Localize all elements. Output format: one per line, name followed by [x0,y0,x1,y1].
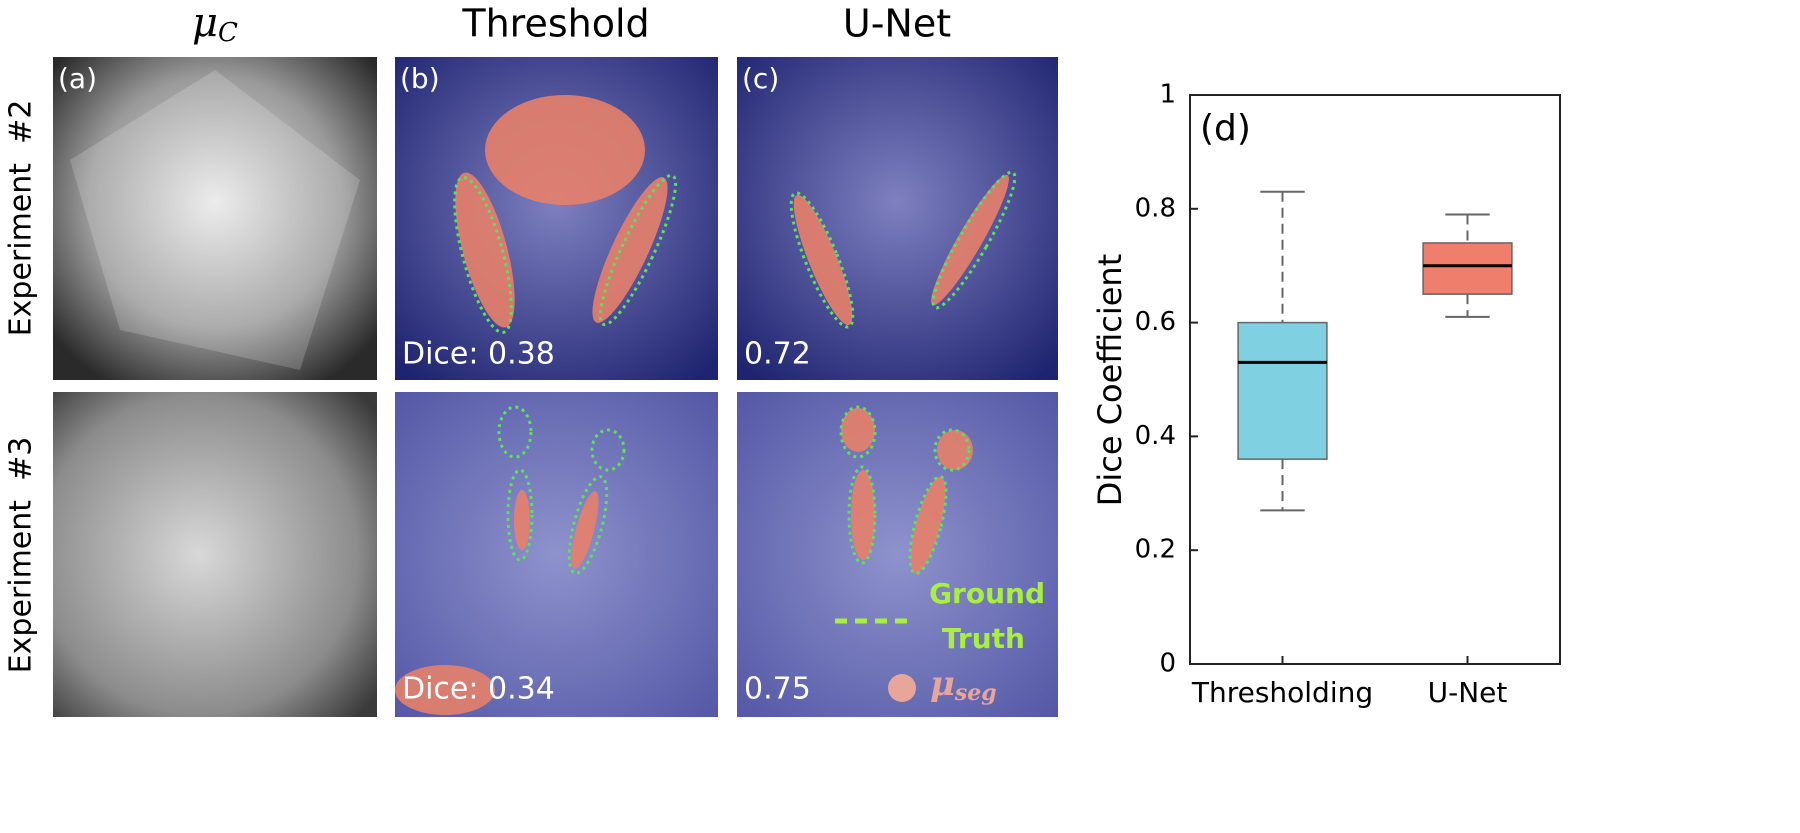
subscript: C [218,18,238,48]
panel-letter: (b) [400,62,440,95]
subscript: seg [954,680,997,706]
y-tick-label: 1 [1159,80,1176,110]
y-tick-label: 0 [1159,649,1176,679]
row-label: Experiment #3 [4,437,39,674]
x-tick-label: U-Net [1428,676,1508,709]
dice-label: Dice: 0.34 [402,672,555,707]
y-tick-label: 0.2 [1135,535,1176,565]
plot-frame [1189,94,1561,665]
image [737,57,1058,380]
dice-label: 0.75 [744,672,811,707]
x-tick-label: Thresholding [1191,676,1373,709]
image [737,392,1058,717]
column-title: U-Net [843,2,951,46]
image-shape [70,70,360,370]
dice-label: Dice: 0.38 [402,337,555,372]
panel-letter: (d) [1200,108,1251,149]
legend-dot [888,674,916,702]
box [1237,321,1328,460]
panel-letter: (c) [742,62,779,95]
y-axis-label: Dice Coefficient [1091,254,1129,507]
ground-truth-outline [453,170,1017,575]
symbol: μ [930,664,955,704]
image [53,392,377,717]
panel-letter: (a) [58,62,97,95]
box [1422,242,1513,295]
image [53,57,377,380]
y-tick-label: 0.8 [1135,193,1176,223]
legend-label: μseg [930,664,997,706]
y-tick-label: 0.6 [1135,307,1176,337]
column-title: Threshold [461,2,649,46]
column-title: μC [192,0,238,48]
image [395,392,718,717]
symbol: μ [192,0,218,46]
legend-label: Truth [942,622,1025,655]
y-tick-label: 0.4 [1135,421,1176,451]
image-panels [53,57,1058,717]
row-label: Experiment #2 [4,100,39,337]
segmentation [395,95,1009,715]
dice-label: 0.72 [744,337,811,372]
legend-label: Ground [929,577,1045,610]
